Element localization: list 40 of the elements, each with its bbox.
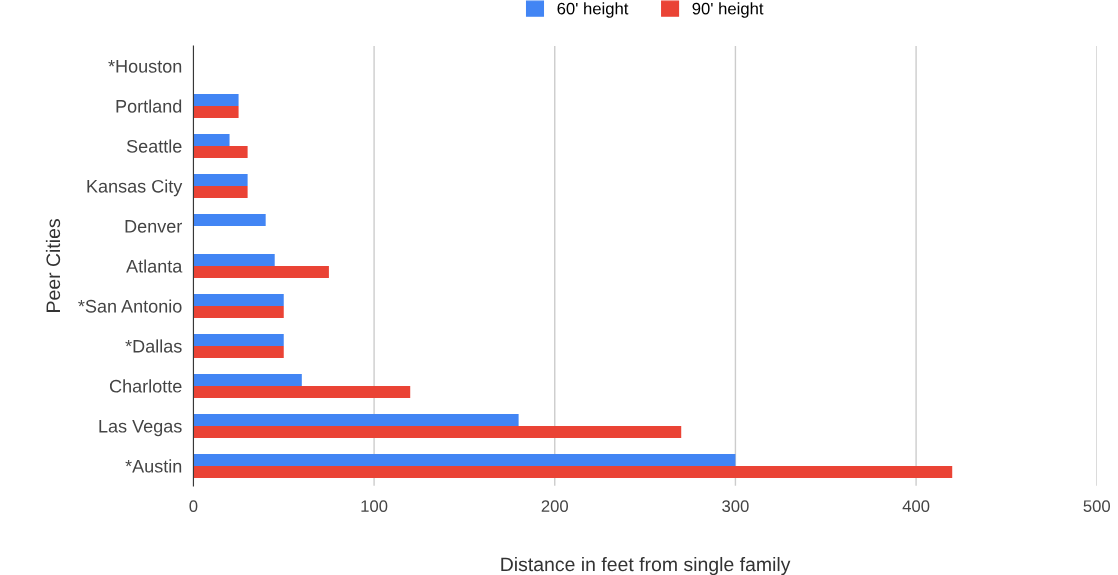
y-tick-label: *Dallas — [125, 339, 182, 353]
bar — [193, 333, 284, 346]
bar — [193, 453, 736, 466]
bar — [193, 373, 302, 386]
bar — [193, 185, 248, 198]
bar — [193, 345, 284, 358]
y-tick-label: Las Vegas — [99, 420, 182, 437]
legend-label: 60' height — [557, 2, 629, 18]
legend-label: 90' height — [692, 2, 764, 18]
bar — [193, 253, 275, 266]
bar — [193, 305, 284, 318]
x-tick-label: 100 — [361, 500, 388, 513]
x-tick-label: 400 — [902, 500, 930, 513]
y-tick-label: Kansas City — [87, 179, 183, 197]
y-tick-label: Seattle — [126, 139, 182, 153]
x-axis-title: Distance in feet from single family — [501, 556, 791, 575]
bar — [193, 265, 329, 278]
x-tick-label: 500 — [1083, 500, 1111, 513]
bar — [193, 105, 239, 118]
bar — [193, 465, 953, 478]
bar — [193, 213, 266, 226]
y-axis-title: Peer Cities — [45, 219, 61, 312]
y-tick-label: Atlanta — [126, 259, 183, 273]
bar — [193, 173, 248, 186]
bar — [193, 133, 230, 146]
bar — [193, 413, 519, 426]
y-tick-label: Denver — [125, 220, 183, 233]
bar — [193, 145, 248, 158]
x-tick-label: 200 — [541, 500, 568, 513]
y-tick-label: Charlotte — [109, 379, 182, 393]
y-tick-label: *Houston — [108, 60, 182, 73]
x-tick-label: 300 — [722, 500, 749, 513]
bar — [193, 93, 239, 106]
y-tick-label: *Austin — [125, 459, 182, 473]
x-tick-label: 0 — [189, 500, 198, 513]
y-tick-label: *San Antonio — [78, 299, 182, 313]
bar — [193, 293, 284, 306]
bar — [193, 385, 411, 398]
y-tick-label: Portland — [116, 99, 182, 113]
bar — [193, 425, 682, 438]
